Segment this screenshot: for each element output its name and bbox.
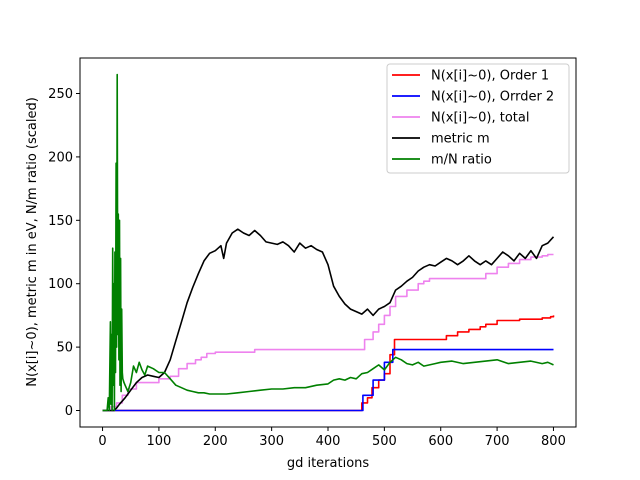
legend: N(x[i]~0), Order 1 N(x[i]~0), Orrder 2 N(x… (386, 63, 570, 174)
legend-label: N(x[i]~0), Order 1 (431, 69, 549, 84)
series-line-2 (102, 348, 554, 412)
y-axis-label: N(x[i]~0), metric m in eV, N/m ratio (sc… (25, 97, 40, 387)
y-tick-label: 200 (48, 150, 73, 165)
y-tick-label: 150 (48, 214, 73, 229)
y-tick-label: 250 (48, 87, 73, 102)
x-tick-label: 800 (541, 434, 566, 449)
y-tick-label: 100 (48, 277, 73, 292)
series-line-4 (102, 228, 555, 412)
x-tick-label: 700 (485, 434, 510, 449)
x-axis-ticks: 0 100 200 300 400 500 600 700 800 (98, 427, 566, 449)
x-axis-label: gd iterations (287, 456, 370, 471)
y-axis-ticks: 0 50 100 150 200 250 (48, 87, 80, 419)
legend-label: N(x[i]~0), total (431, 111, 529, 126)
x-tick-label: 400 (316, 434, 341, 449)
legend-label: m/N ratio (431, 153, 492, 168)
x-tick-label: 100 (146, 434, 171, 449)
series-line-5 (102, 73, 554, 412)
legend-label: N(x[i]~0), Orrder 2 (431, 90, 554, 105)
series-line-1 (102, 315, 555, 412)
legend-box (386, 63, 570, 174)
legend-label: metric m (431, 132, 490, 147)
x-tick-label: 600 (428, 434, 453, 449)
y-tick-label: 50 (56, 341, 73, 356)
series-line-3 (102, 253, 554, 412)
x-tick-label: 0 (98, 434, 106, 449)
y-tick-label: 0 (65, 404, 73, 419)
x-tick-label: 300 (259, 434, 284, 449)
x-tick-label: 200 (203, 434, 228, 449)
x-tick-label: 500 (372, 434, 397, 449)
series-layer (102, 73, 555, 412)
